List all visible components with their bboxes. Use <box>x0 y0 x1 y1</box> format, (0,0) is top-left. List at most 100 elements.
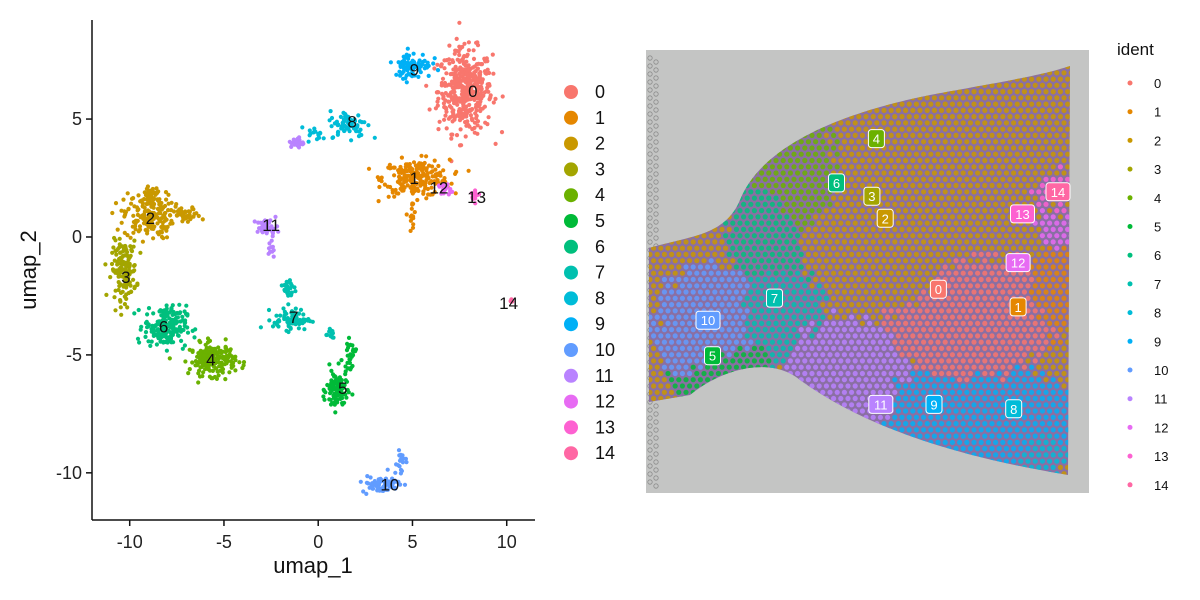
spatial-spot-cluster-11 <box>863 314 869 320</box>
spatial-spot-cluster-2 <box>910 258 916 264</box>
slide-dot <box>653 131 659 137</box>
umap-point-cluster-8 <box>357 129 362 134</box>
spatial-spot-cluster-4 <box>759 170 765 176</box>
x-axis-title: umap_1 <box>273 553 353 578</box>
spatial-spot-cluster-10 <box>661 289 668 295</box>
spatial-spot-cluster-12 <box>1054 220 1060 226</box>
spatial-spot-cluster-6 <box>809 270 815 276</box>
umap-point-cluster-6 <box>184 303 189 308</box>
umap-point-cluster-2 <box>131 213 136 218</box>
spatial-spot-cluster-2 <box>885 276 891 283</box>
spatial-spot-cluster-6 <box>780 220 786 226</box>
umap-point-cluster-8 <box>316 133 321 138</box>
spatial-spot-cluster-2 <box>942 126 948 132</box>
spatial-spot-cluster-2 <box>849 139 855 145</box>
spatial-spot-cluster-2 <box>906 276 912 283</box>
spatial-spot-cluster-2 <box>827 151 833 157</box>
spatial-spot-cluster-4 <box>820 164 826 170</box>
spatial-spot-cluster-0 <box>960 308 966 314</box>
spatial-spot-cluster-2 <box>849 264 855 270</box>
spatial-spot-cluster-7 <box>762 276 768 283</box>
spatial-spot-cluster-1 <box>1061 283 1067 289</box>
spatial-spot-cluster-2 <box>885 189 891 195</box>
spatial-spot-cluster-2 <box>701 258 707 264</box>
spatial-spot-cluster-2 <box>939 258 945 264</box>
umap-point-cluster-6 <box>177 324 182 329</box>
spatial-spot-cluster-2 <box>935 114 941 120</box>
spatial-spot-cluster-4 <box>780 170 786 176</box>
spatial-spot-cluster-2 <box>874 245 880 251</box>
spatial-spot-cluster-2 <box>996 245 1002 251</box>
spatial-spot-cluster-2 <box>1014 189 1020 195</box>
spatial-spot-cluster-2 <box>852 220 858 226</box>
spatial-spot-cluster-2 <box>913 276 920 283</box>
spatial-spot-cluster-0 <box>1029 302 1035 308</box>
spatial-spot-cluster-2 <box>906 151 912 157</box>
spatial-spot-cluster-0 <box>921 314 927 320</box>
spatial-spot-cluster-2 <box>982 195 988 201</box>
umap-point-cluster-0 <box>447 43 452 48</box>
spatial-spot-cluster-2 <box>845 245 851 251</box>
spatial-spot-cluster-0 <box>964 289 970 295</box>
spatial-spot-cluster-12 <box>1054 245 1060 251</box>
spatial-spot-cluster-2 <box>993 101 999 107</box>
spatial-spot-cluster-2 <box>885 164 891 170</box>
umap-point-cluster-4 <box>217 368 222 373</box>
umap-point-cluster-3 <box>118 290 124 295</box>
umap-point-cluster-11 <box>287 139 292 144</box>
spatial-spot-cluster-0 <box>1032 308 1038 314</box>
umap-point-cluster-0 <box>463 98 468 103</box>
spatial-spot-cluster-2 <box>939 157 945 164</box>
spatial-spot-cluster-2 <box>946 220 952 226</box>
umap-point-cluster-4 <box>229 365 234 370</box>
spatial-spot-cluster-2 <box>910 245 916 251</box>
spatial-spot-cluster-2 <box>881 195 887 201</box>
umap-cluster-label-1: 1 <box>410 169 419 188</box>
umap-point-cluster-7 <box>288 286 293 291</box>
umap-point-cluster-4 <box>212 360 217 365</box>
spatial-spot-cluster-2 <box>957 139 963 145</box>
umap-point-cluster-8 <box>347 122 353 127</box>
spatial-spot-cluster-2 <box>867 208 873 214</box>
spatial-spot-cluster-6 <box>730 245 736 251</box>
spatial-spot-cluster-2 <box>949 239 956 245</box>
spatial-spot-cluster-2 <box>849 214 855 220</box>
spatial-spot-cluster-7 <box>769 276 776 283</box>
spatial-spot-cluster-0 <box>921 289 927 295</box>
spatial-spot-cluster-0 <box>931 308 938 314</box>
spatial-spot-cluster-13 <box>1065 176 1070 182</box>
spatial-spot-cluster-2 <box>1018 245 1024 251</box>
umap-point-cluster-0 <box>478 125 483 130</box>
spatial-spot-cluster-7 <box>759 320 765 326</box>
spatial-spot-cluster-2 <box>1036 164 1042 170</box>
spatial-spot-cluster-2 <box>957 151 963 157</box>
umap-point-cluster-0 <box>440 76 446 81</box>
spatial-spot-cluster-2 <box>939 195 945 201</box>
spatial-spot-cluster-2 <box>888 182 894 189</box>
umap-point-cluster-5 <box>345 341 350 346</box>
spatial-spot-cluster-2 <box>1007 189 1013 195</box>
spatial-spot-cluster-2 <box>1021 114 1027 120</box>
umap-point-cluster-0 <box>457 143 463 148</box>
umap-point-cluster-0 <box>449 95 454 100</box>
spatial-spot-cluster-0 <box>953 270 959 276</box>
spatial-spot-cluster-2 <box>834 251 840 257</box>
umap-point-cluster-4 <box>202 353 207 358</box>
umap-point-cluster-2 <box>169 208 174 213</box>
spatial-spot-cluster-1 <box>1061 295 1067 301</box>
umap-point-cluster-1 <box>410 215 415 220</box>
spatial-spot-cluster-2 <box>859 308 866 314</box>
spatial-spot-cluster-2 <box>654 264 660 270</box>
spatial-spot-cluster-10 <box>737 283 743 289</box>
spatial-spot-cluster-2 <box>712 251 718 257</box>
umap-point-cluster-1 <box>387 166 393 171</box>
umap-point-cluster-1 <box>432 158 437 163</box>
spatial-spot-cluster-2 <box>1000 114 1006 120</box>
umap-point-cluster-7 <box>296 311 302 316</box>
spatial-spot-cluster-2 <box>1025 145 1031 151</box>
legend-label-5: 5 <box>595 211 605 231</box>
spatial-spot-cluster-7 <box>791 276 797 283</box>
umap-point-cluster-4 <box>213 357 218 362</box>
spatial-spot-cluster-2 <box>841 276 848 283</box>
spatial-spot-cluster-2 <box>1000 251 1006 257</box>
